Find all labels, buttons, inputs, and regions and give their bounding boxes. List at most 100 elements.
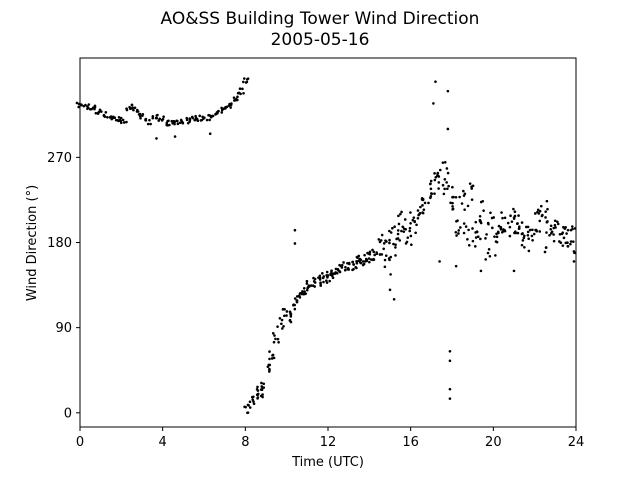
data-point <box>438 260 441 263</box>
data-point <box>433 192 436 195</box>
data-point <box>520 243 524 247</box>
data-point <box>486 251 490 255</box>
data-point <box>246 411 249 415</box>
data-point <box>322 275 326 278</box>
data-point <box>434 175 438 179</box>
data-point <box>389 231 393 234</box>
data-point <box>151 116 155 120</box>
data-point <box>434 80 437 83</box>
data-point <box>451 208 454 211</box>
data-point <box>556 220 559 224</box>
data-point <box>397 214 400 218</box>
data-point <box>155 116 159 120</box>
data-point <box>86 107 89 111</box>
x-axis: 0 4 8 12 16 20 24 <box>76 427 584 450</box>
data-point <box>276 337 280 341</box>
data-point <box>479 200 483 204</box>
data-point <box>151 115 155 118</box>
data-point <box>561 244 565 247</box>
data-point <box>229 103 233 107</box>
data-point <box>371 248 374 252</box>
data-point <box>149 122 152 126</box>
data-point <box>348 262 351 266</box>
data-point <box>527 237 530 241</box>
data-point <box>361 263 365 267</box>
data-point <box>211 114 215 118</box>
data-point <box>167 119 170 123</box>
data-point <box>139 116 142 120</box>
data-point <box>268 367 271 371</box>
data-point <box>342 261 345 264</box>
data-point <box>445 167 449 170</box>
data-point <box>388 229 391 233</box>
data-point <box>245 80 249 84</box>
data-point <box>400 229 403 233</box>
data-point <box>368 250 372 254</box>
data-point <box>87 103 91 106</box>
data-point <box>540 214 544 218</box>
data-point <box>422 208 426 212</box>
data-point <box>280 318 284 322</box>
data-point <box>293 228 297 232</box>
data-point <box>93 104 97 108</box>
data-point <box>392 242 395 246</box>
data-point <box>417 213 420 217</box>
data-point <box>526 230 530 234</box>
data-point <box>403 218 407 221</box>
data-point <box>252 402 256 405</box>
data-point <box>252 395 255 399</box>
data-point <box>313 281 317 284</box>
data-point <box>173 135 177 138</box>
data-point <box>549 224 553 228</box>
data-point <box>202 117 205 120</box>
data-point <box>470 187 474 190</box>
data-point <box>384 254 388 257</box>
data-point <box>224 107 227 110</box>
data-point <box>447 184 450 188</box>
data-point <box>373 253 376 257</box>
data-point <box>538 219 542 223</box>
y-tick-label: 90 <box>55 321 72 336</box>
data-point <box>98 108 102 112</box>
data-point <box>429 196 432 200</box>
data-point <box>442 192 446 196</box>
data-point <box>251 398 255 401</box>
data-point <box>383 258 387 262</box>
data-point <box>429 182 432 185</box>
data-point <box>421 197 425 201</box>
data-point <box>466 237 469 241</box>
data-point <box>474 236 478 239</box>
data-point <box>292 303 295 307</box>
data-point <box>402 227 406 230</box>
data-point <box>391 226 394 230</box>
data-point <box>130 103 134 107</box>
data-point <box>227 104 231 107</box>
data-point <box>437 187 440 190</box>
data-point <box>487 247 491 251</box>
data-point <box>471 184 475 188</box>
data-point <box>552 233 555 236</box>
data-point <box>503 229 507 233</box>
data-point <box>303 292 306 296</box>
data-point <box>303 290 306 293</box>
data-point <box>454 195 458 199</box>
data-point <box>512 217 516 220</box>
data-point <box>388 241 391 245</box>
data-point <box>136 110 140 113</box>
y-axis-label: Wind Direction (°) <box>25 185 40 301</box>
data-point <box>408 226 412 230</box>
data-point <box>467 243 471 247</box>
data-point <box>288 310 292 314</box>
data-point <box>293 242 297 245</box>
data-point <box>392 297 396 301</box>
data-point <box>351 260 354 264</box>
data-point <box>241 87 244 91</box>
data-point <box>268 350 271 353</box>
data-point <box>277 340 280 344</box>
data-point <box>300 291 303 295</box>
data-point <box>535 229 539 233</box>
data-point <box>433 178 437 182</box>
data-point <box>318 276 322 280</box>
data-point <box>552 239 556 243</box>
data-point <box>409 222 412 225</box>
